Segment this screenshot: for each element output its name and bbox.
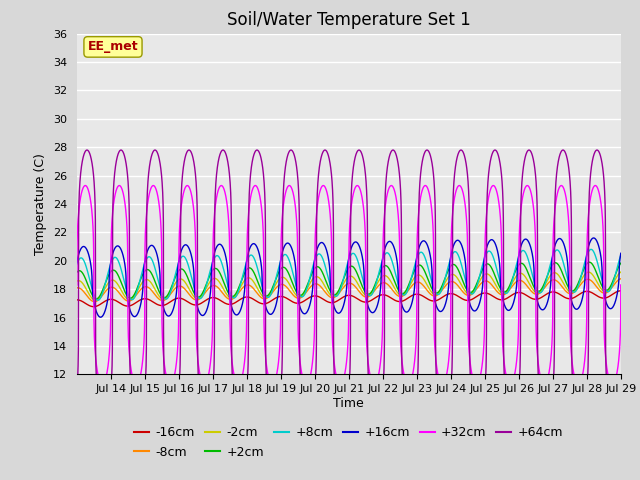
+32cm [499,345,507,351]
Title: Soil/Water Temperature Set 1: Soil/Water Temperature Set 1 [227,11,470,29]
+32cm [475,378,483,384]
-8cm [617,276,625,282]
+8cm [436,290,444,296]
+16cm [436,309,444,314]
+16cm [491,240,499,246]
-8cm [425,289,433,295]
+64cm [167,416,175,422]
+16cm [475,302,483,308]
-2cm [73,278,81,284]
-8cm [73,285,81,291]
Line: -8cm: -8cm [77,279,621,302]
-8cm [436,290,444,296]
+2cm [499,288,507,294]
+16cm [425,246,433,252]
+64cm [475,417,483,422]
-16cm [167,299,175,304]
+32cm [609,382,616,387]
+32cm [73,282,81,288]
+8cm [588,247,595,252]
+2cm [617,260,625,266]
-2cm [499,290,507,296]
+64cm [499,195,507,201]
Line: +8cm: +8cm [77,250,621,300]
+8cm [475,276,483,282]
-8cm [91,299,99,305]
-16cm [617,288,625,294]
+64cm [73,389,81,395]
Line: +2cm: +2cm [77,262,621,299]
-2cm [92,298,99,303]
+8cm [94,297,102,303]
-2cm [167,288,175,294]
+32cm [167,382,175,387]
+64cm [610,417,618,423]
Line: +16cm: +16cm [77,238,621,317]
+16cm [499,297,507,303]
X-axis label: Time: Time [333,397,364,410]
+8cm [73,261,81,267]
Text: EE_met: EE_met [88,40,138,53]
+8cm [499,287,507,293]
Line: -16cm: -16cm [77,291,621,307]
Legend: -16cm, -8cm, -2cm, +2cm, +8cm, +16cm, +32cm, +64cm: -16cm, -8cm, -2cm, +2cm, +8cm, +16cm, +3… [129,421,568,464]
-16cm [491,295,499,300]
+2cm [436,288,444,293]
+32cm [436,378,444,384]
+16cm [97,314,104,320]
+64cm [425,149,433,155]
+2cm [93,296,100,302]
+32cm [425,189,433,194]
+32cm [81,183,89,189]
+32cm [491,184,499,190]
+64cm [436,408,444,413]
-8cm [167,291,175,297]
Line: +32cm: +32cm [77,186,621,384]
+2cm [425,278,433,284]
+64cm [83,147,91,153]
-2cm [425,285,433,291]
+8cm [491,259,499,265]
-2cm [491,280,499,286]
+8cm [167,289,175,295]
+64cm [617,389,625,395]
+16cm [589,235,597,241]
Line: +64cm: +64cm [77,150,621,420]
-16cm [425,297,433,302]
+64cm [491,147,499,153]
+2cm [73,269,81,275]
-2cm [475,279,483,285]
+2cm [491,273,499,278]
-16cm [499,297,507,302]
-16cm [475,292,483,298]
+8cm [617,252,625,258]
-8cm [491,286,499,292]
-8cm [499,292,507,298]
-16cm [90,304,97,310]
+8cm [425,267,433,273]
+2cm [167,286,175,292]
+16cm [167,312,175,318]
+16cm [617,251,625,256]
-16cm [436,296,444,302]
-2cm [436,289,444,295]
-16cm [73,297,81,303]
Y-axis label: Temperature (C): Temperature (C) [35,153,47,255]
-2cm [617,269,625,275]
-8cm [475,283,483,288]
+2cm [475,275,483,281]
+2cm [586,259,593,265]
+16cm [73,260,81,265]
Line: -2cm: -2cm [77,272,621,300]
+32cm [617,282,625,288]
